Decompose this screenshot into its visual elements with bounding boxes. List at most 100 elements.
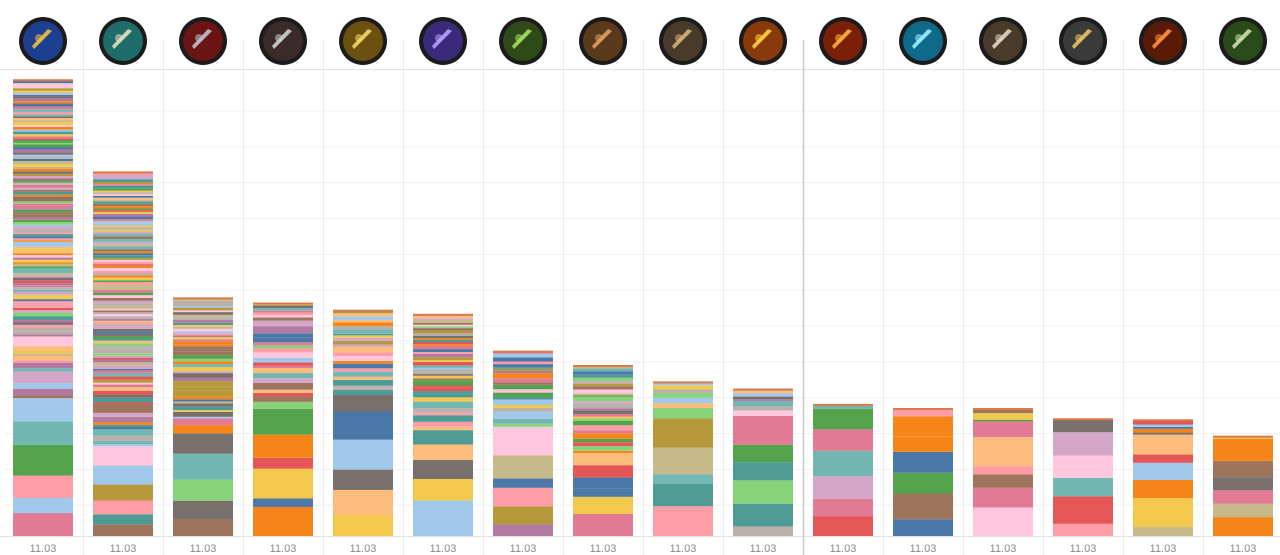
bar-segment bbox=[573, 488, 633, 497]
bar-segment bbox=[573, 433, 633, 439]
bar-segment bbox=[1133, 420, 1193, 425]
bar-segment bbox=[973, 409, 1033, 414]
bar-segment bbox=[93, 300, 153, 304]
bar-segment bbox=[493, 353, 553, 358]
bar-segment bbox=[93, 368, 153, 371]
bar-segment bbox=[173, 314, 233, 318]
bar-segment bbox=[733, 415, 793, 445]
bar-segment bbox=[93, 273, 153, 276]
bar-segment bbox=[173, 333, 233, 336]
item-icon-5-accent bbox=[355, 34, 363, 42]
bar-segment bbox=[253, 337, 313, 343]
item-icon-7-fill bbox=[503, 21, 543, 61]
bar-segment bbox=[13, 122, 73, 125]
bar-segment bbox=[93, 379, 153, 383]
bar-segment bbox=[493, 382, 553, 385]
bar-segment bbox=[1133, 434, 1193, 455]
bar-segment bbox=[13, 154, 73, 158]
bar-segment bbox=[93, 397, 153, 403]
item-icon-9-fill bbox=[663, 21, 703, 61]
bar-segment bbox=[93, 174, 153, 178]
x-tick-label: 11.03 bbox=[110, 543, 137, 555]
bar-segment bbox=[573, 386, 633, 390]
bar-segment bbox=[173, 373, 233, 378]
bar-segment bbox=[13, 219, 73, 223]
bar-segment bbox=[733, 480, 793, 504]
bar-segment bbox=[813, 476, 873, 499]
x-tick-label: 11.03 bbox=[1150, 543, 1177, 555]
bar-segment bbox=[1213, 436, 1273, 439]
x-tick-label: 11.03 bbox=[590, 543, 617, 555]
bar-segment bbox=[93, 355, 153, 358]
bar-segment bbox=[13, 232, 73, 235]
bar-segment bbox=[573, 377, 633, 382]
bar-segment bbox=[93, 219, 153, 222]
bar-segment bbox=[333, 394, 393, 412]
bar-segment bbox=[13, 234, 73, 237]
bar-top-cap bbox=[413, 313, 473, 316]
bar-segment bbox=[813, 408, 873, 430]
item-icon-11-accent bbox=[835, 34, 843, 42]
bar-segment bbox=[733, 396, 793, 400]
bar-segment bbox=[93, 192, 153, 195]
bar-segment bbox=[733, 503, 793, 527]
bar-segment bbox=[573, 477, 633, 489]
bar-segment bbox=[13, 222, 73, 225]
bar-segment bbox=[333, 385, 393, 388]
bar-segment bbox=[173, 317, 233, 321]
bar-top-cap bbox=[893, 408, 953, 411]
bar-segment bbox=[573, 418, 633, 421]
bar-segment bbox=[253, 310, 313, 313]
bar-segment bbox=[93, 357, 153, 360]
bar-segment bbox=[253, 342, 313, 346]
bar-segment bbox=[1053, 432, 1113, 456]
bar-segment bbox=[173, 310, 233, 313]
bar-segment bbox=[173, 341, 233, 345]
bar-segment bbox=[573, 514, 633, 536]
bar-segment bbox=[333, 387, 393, 390]
bar-segment bbox=[253, 373, 313, 379]
item-icon-12-accent bbox=[915, 34, 923, 42]
bar-segment bbox=[13, 164, 73, 167]
bar-segment bbox=[173, 299, 233, 301]
bar-segment bbox=[973, 466, 1033, 475]
bar-segment bbox=[93, 465, 153, 485]
bar-segment bbox=[93, 359, 153, 363]
bar-segment bbox=[173, 418, 233, 426]
bar-segment bbox=[413, 415, 473, 422]
bar-segment bbox=[413, 401, 473, 408]
bar-segment bbox=[173, 386, 233, 391]
bar-segment bbox=[973, 421, 1033, 438]
bar-segment bbox=[93, 250, 153, 254]
bar-segment bbox=[13, 341, 73, 347]
bar-segment bbox=[93, 412, 153, 417]
bar-segment bbox=[413, 349, 473, 352]
bar-segment bbox=[173, 416, 233, 419]
bar-segment bbox=[413, 330, 473, 334]
bar-segment bbox=[573, 365, 633, 369]
bar-segment bbox=[93, 210, 153, 212]
bar-segment bbox=[13, 241, 73, 244]
bar-segment bbox=[493, 404, 553, 409]
bar-segment bbox=[813, 498, 873, 517]
x-tick-label: 11.03 bbox=[30, 543, 57, 555]
bar-segment bbox=[13, 346, 73, 351]
bar-segment bbox=[413, 387, 473, 392]
bar-segment bbox=[333, 376, 393, 380]
bar-segment bbox=[93, 253, 153, 256]
bar-segment bbox=[93, 190, 153, 193]
bar-segment bbox=[253, 326, 313, 330]
x-tick-label: 11.03 bbox=[670, 543, 697, 555]
bar-segment bbox=[13, 138, 73, 141]
bar-segment bbox=[93, 244, 153, 247]
bar-segment bbox=[13, 248, 73, 252]
bar-segment bbox=[13, 98, 73, 102]
item-icon-14-fill bbox=[1063, 21, 1103, 61]
bar-segment bbox=[333, 346, 393, 353]
x-tick-label: 11.03 bbox=[1070, 543, 1097, 555]
x-tick-label: 11.03 bbox=[430, 543, 457, 555]
bar-segment bbox=[1213, 517, 1273, 536]
bar-segment bbox=[13, 173, 73, 177]
bar-segment bbox=[13, 85, 73, 89]
